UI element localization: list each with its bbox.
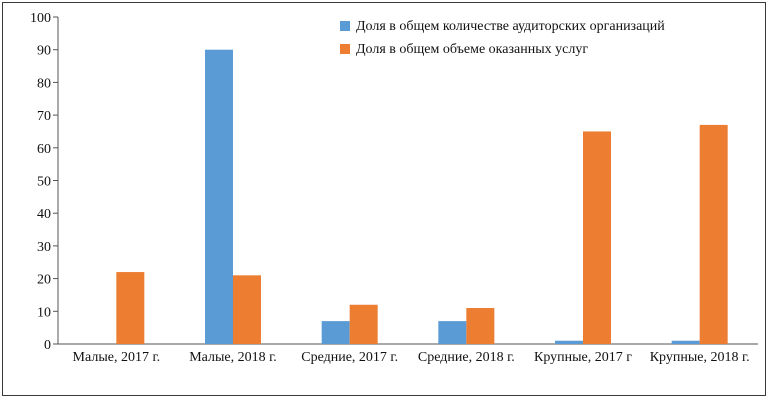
bar-count [555, 340, 583, 344]
bar-count [438, 321, 467, 344]
x-tick-label: Крупные, 2018 г. [650, 350, 750, 365]
y-tick-label: 80 [37, 76, 51, 91]
bar-volume [699, 124, 728, 344]
x-tick-label: Малые, 2017 г. [73, 350, 161, 365]
bar-volume [466, 308, 495, 344]
y-tick-label: 60 [37, 142, 51, 157]
y-tick-label: 40 [37, 207, 51, 222]
bar-volume [349, 304, 378, 344]
legend-swatch [340, 21, 350, 31]
x-tick-label: Малые, 2018 г. [189, 350, 277, 365]
bar-count [671, 340, 700, 344]
bar-volume [233, 275, 261, 344]
legend-label: Доля в общем объеме оказанных услуг [356, 42, 588, 57]
y-tick-label: 30 [37, 240, 51, 255]
bar-volume [583, 131, 611, 344]
y-tick-label: 100 [30, 11, 51, 26]
y-tick-label: 50 [37, 175, 51, 190]
x-tick-label: Крупные, 2017 г [534, 350, 632, 365]
legend-swatch [340, 44, 350, 54]
bar-volume [116, 272, 145, 344]
chart-frame [2, 2, 766, 396]
legend-label: Доля в общем количестве аудиторских орга… [356, 19, 665, 34]
bar-count [321, 321, 350, 344]
x-tick-label: Средние, 2017 г. [301, 350, 398, 365]
y-tick-label: 10 [37, 305, 51, 320]
bar-count [205, 49, 233, 344]
y-tick-label: 70 [37, 109, 51, 124]
y-tick-label: 0 [44, 338, 51, 353]
y-tick-label: 90 [37, 44, 51, 59]
x-tick-label: Средние, 2018 г. [418, 350, 515, 365]
y-tick-label: 20 [37, 273, 51, 288]
